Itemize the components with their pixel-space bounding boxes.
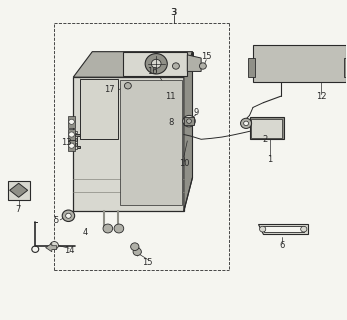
- Text: 7: 7: [15, 205, 21, 214]
- Bar: [248, 58, 255, 77]
- Bar: [251, 119, 282, 138]
- Circle shape: [69, 143, 74, 148]
- Bar: [184, 117, 194, 125]
- Bar: [344, 58, 347, 77]
- Polygon shape: [184, 52, 193, 211]
- Polygon shape: [75, 134, 80, 148]
- Text: 10: 10: [179, 159, 189, 168]
- Circle shape: [145, 53, 167, 74]
- Circle shape: [151, 59, 161, 68]
- Bar: [120, 80, 182, 204]
- Polygon shape: [73, 77, 184, 211]
- Bar: [249, 117, 284, 139]
- Text: 16: 16: [147, 67, 158, 76]
- Text: 6: 6: [280, 241, 285, 250]
- Circle shape: [200, 63, 206, 69]
- Polygon shape: [8, 181, 30, 200]
- Circle shape: [260, 226, 266, 232]
- Circle shape: [187, 119, 192, 123]
- Polygon shape: [73, 52, 193, 77]
- Polygon shape: [70, 131, 77, 138]
- Text: 1: 1: [267, 155, 272, 164]
- Polygon shape: [68, 129, 75, 140]
- Text: 15: 15: [142, 258, 153, 267]
- Circle shape: [240, 118, 252, 128]
- Text: 11: 11: [165, 92, 175, 101]
- Polygon shape: [187, 55, 201, 71]
- Circle shape: [62, 210, 75, 221]
- Polygon shape: [124, 52, 187, 76]
- Circle shape: [130, 243, 139, 251]
- Text: 14: 14: [64, 246, 74, 255]
- Text: 8: 8: [168, 118, 174, 127]
- Text: 13: 13: [61, 138, 72, 147]
- Polygon shape: [68, 140, 75, 151]
- Circle shape: [114, 224, 124, 233]
- Polygon shape: [45, 244, 57, 252]
- Polygon shape: [80, 79, 118, 139]
- Polygon shape: [10, 183, 28, 197]
- Bar: [253, 45, 346, 82]
- Circle shape: [133, 248, 141, 256]
- Polygon shape: [263, 226, 304, 232]
- Text: 2: 2: [262, 135, 268, 144]
- Text: 12: 12: [316, 92, 327, 101]
- Text: 3: 3: [171, 8, 176, 17]
- Circle shape: [244, 121, 248, 125]
- Polygon shape: [68, 116, 75, 127]
- Text: 5: 5: [53, 216, 59, 225]
- Circle shape: [66, 213, 71, 218]
- Circle shape: [172, 63, 179, 69]
- Text: 15: 15: [201, 52, 212, 61]
- Circle shape: [69, 132, 74, 137]
- Polygon shape: [92, 52, 193, 58]
- Circle shape: [125, 83, 131, 89]
- Circle shape: [183, 116, 195, 127]
- Text: 17: 17: [104, 85, 115, 94]
- Circle shape: [69, 119, 74, 124]
- Text: 3: 3: [171, 8, 176, 17]
- Text: 4: 4: [83, 228, 88, 237]
- Polygon shape: [258, 224, 308, 234]
- Circle shape: [103, 224, 113, 233]
- Circle shape: [50, 242, 58, 249]
- Circle shape: [301, 226, 307, 232]
- Polygon shape: [70, 141, 77, 148]
- Text: 9: 9: [193, 108, 198, 117]
